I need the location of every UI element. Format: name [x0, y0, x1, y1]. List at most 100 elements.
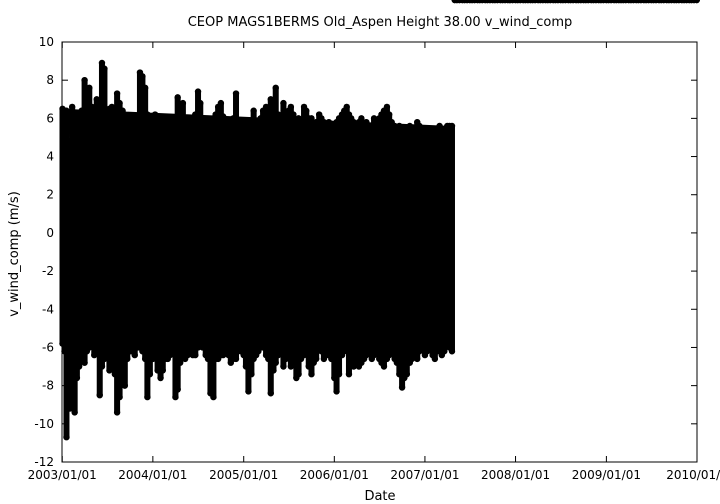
data-point-min [280, 363, 287, 370]
data-point-min [693, 0, 700, 4]
data-point-min [176, 359, 184, 366]
data-point-min [345, 370, 353, 378]
data-point-min [245, 388, 252, 395]
data-point-min [295, 370, 302, 378]
data-point-min [66, 405, 74, 412]
x-tick-label: 2004/01/01 [118, 468, 187, 482]
data-points-layer [59, 0, 700, 441]
data-point-max [267, 96, 274, 103]
data-point-max [287, 103, 295, 111]
data-point-max [275, 111, 282, 118]
data-point-min [335, 370, 343, 378]
x-axis-label: Date [364, 489, 395, 504]
y-tick-label: 8 [46, 73, 54, 87]
data-point-min [350, 363, 357, 370]
data-point-max [448, 122, 456, 130]
data-point-max [141, 84, 149, 92]
data-point-min [232, 355, 240, 363]
data-point-max [194, 88, 202, 95]
data-point-min [73, 374, 81, 382]
data-point-max [63, 107, 70, 114]
data-point-min [270, 367, 277, 374]
data-point-min [124, 355, 131, 363]
data-point-min [144, 393, 151, 401]
data-point-min [312, 355, 320, 363]
data-point-max [68, 103, 76, 111]
data-point-min [81, 359, 88, 366]
y-tick-label: 10 [39, 35, 54, 49]
y-tick-label: -12 [34, 455, 54, 469]
data-point-max [308, 115, 315, 122]
data-point-max [98, 59, 106, 67]
data-point-min [414, 355, 421, 363]
data-point-max [93, 96, 100, 103]
data-point-max [197, 99, 204, 107]
data-point-min [192, 351, 199, 359]
y-tick-label: 4 [46, 150, 54, 164]
data-point-max [250, 107, 257, 114]
data-point-max [383, 103, 391, 111]
data-point-min [106, 367, 113, 374]
data-point-min [398, 384, 406, 391]
x-tick-label: 2006/01/01 [300, 468, 369, 482]
data-point-max [179, 99, 187, 107]
y-tick-label: -4 [42, 302, 54, 316]
data-point-max [108, 103, 116, 111]
data-point-min [267, 390, 274, 397]
data-point-max [217, 99, 225, 107]
data-point-max [139, 73, 146, 80]
data-point-max [174, 94, 181, 101]
x-tick-label: 2007/01/01 [390, 468, 459, 482]
data-point-min [116, 393, 123, 401]
y-tick-label: -2 [42, 264, 54, 278]
data-point-min [75, 363, 83, 370]
data-point-max [272, 84, 279, 92]
data-point-min [113, 409, 121, 416]
data-point-min [121, 382, 129, 389]
data-point-max [129, 115, 136, 122]
data-point-min [333, 388, 340, 395]
data-point-max [166, 122, 174, 130]
data-point-min [174, 386, 181, 393]
data-point-min [98, 363, 106, 370]
data-point-max [101, 65, 108, 72]
x-tick-label: 2009/01/01 [572, 468, 641, 482]
data-point-min [131, 351, 138, 359]
data-point-max [232, 90, 240, 97]
data-point-max [242, 118, 250, 126]
data-point-min [210, 393, 217, 401]
data-point-min [441, 348, 448, 355]
data-point-max [116, 99, 123, 107]
data-point-max [162, 118, 169, 126]
data-point-min [96, 391, 103, 399]
data-point-min [63, 433, 70, 441]
y-tick-label: -8 [42, 379, 54, 393]
data-point-max [358, 115, 365, 122]
data-point-max [303, 107, 310, 114]
data-point-max [81, 76, 88, 84]
data-point-max [144, 111, 151, 118]
data-point-min [248, 370, 255, 378]
data-point-max [199, 115, 206, 122]
data-point-max [219, 113, 227, 120]
data-point-min [101, 355, 108, 363]
y-tick-label: 2 [46, 188, 54, 202]
data-point-max [86, 84, 93, 92]
data-point-min [380, 363, 388, 370]
data-point-max [151, 111, 159, 118]
chart-title: CEOP MAGS1BERMS Old_Aspen Height 38.00 v… [188, 15, 573, 30]
data-point-min [308, 370, 315, 378]
data-point-min [219, 351, 227, 359]
data-point-max [88, 103, 96, 111]
x-axis-ticks: 2003/01/01 2004/01/01 2005/01/01 2006/01/01… [28, 42, 720, 482]
data-point-max [343, 103, 350, 111]
x-tick-label: 2010/01/0 [666, 468, 720, 482]
y-tick-label: 6 [46, 111, 54, 125]
data-point-max [280, 99, 287, 107]
data-point-max [290, 111, 297, 118]
data-point-max [436, 122, 443, 130]
data-point-min [159, 367, 166, 374]
data-point-min [71, 409, 78, 416]
y-axis-ticks: -12 -10 -8 -6 -4 -2 0 2 4 6 8 10 [34, 35, 697, 469]
